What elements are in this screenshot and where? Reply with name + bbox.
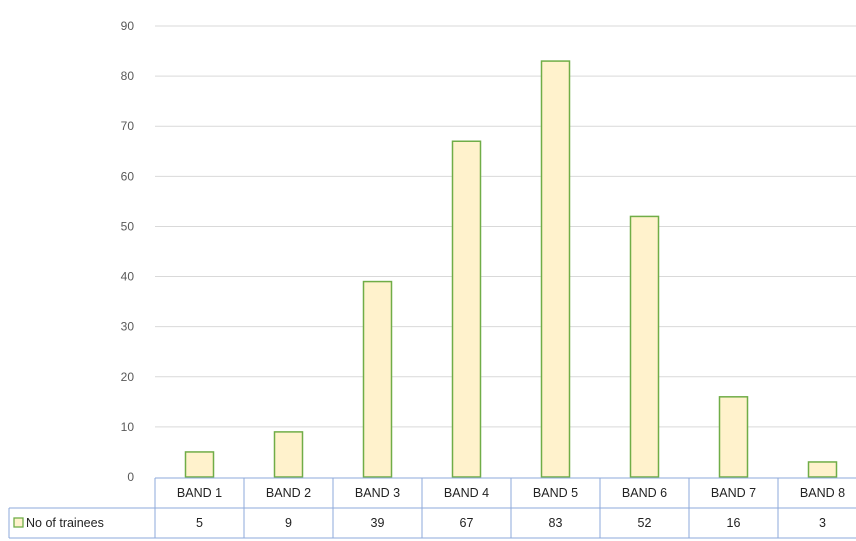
y-tick-label: 90 bbox=[121, 19, 135, 33]
data-value-label: 67 bbox=[460, 516, 474, 530]
data-value-label: 5 bbox=[196, 516, 203, 530]
y-tick-label: 10 bbox=[121, 420, 135, 434]
bar bbox=[273, 431, 304, 478]
y-tick-label: 60 bbox=[121, 169, 135, 183]
y-tick-label: 0 bbox=[127, 470, 134, 484]
bar bbox=[807, 461, 838, 478]
data-value-label: 9 bbox=[285, 516, 292, 530]
category-label: BAND 2 bbox=[266, 486, 311, 500]
bar bbox=[540, 60, 571, 478]
data-value-label: 16 bbox=[727, 516, 741, 530]
y-tick-label: 20 bbox=[121, 370, 135, 384]
data-value-label: 39 bbox=[371, 516, 385, 530]
legend-key-icon bbox=[13, 517, 24, 528]
bar bbox=[451, 140, 482, 478]
y-axis-tick-labels: 0 10 20 30 40 50 60 70 80 90 bbox=[121, 19, 135, 484]
category-label: BAND 5 bbox=[533, 486, 578, 500]
category-label: BAND 7 bbox=[711, 486, 756, 500]
y-tick-label: 70 bbox=[121, 119, 135, 133]
bar bbox=[362, 280, 393, 478]
data-value-label: 3 bbox=[819, 516, 826, 530]
category-label: BAND 4 bbox=[444, 486, 489, 500]
data-value-label: 83 bbox=[549, 516, 563, 530]
bar bbox=[629, 215, 660, 478]
category-label: BAND 6 bbox=[622, 486, 667, 500]
y-tick-label: 30 bbox=[121, 320, 135, 334]
category-label: BAND 3 bbox=[355, 486, 400, 500]
category-label: BAND 1 bbox=[177, 486, 222, 500]
gridlines bbox=[155, 25, 856, 428]
category-label: BAND 8 bbox=[800, 486, 845, 500]
legend-label: No of trainees bbox=[26, 516, 104, 530]
y-tick-label: 50 bbox=[121, 219, 135, 233]
bars bbox=[184, 60, 838, 478]
y-tick-label: 80 bbox=[121, 69, 135, 83]
data-table: BAND 1 5 BAND 2 9 BAND 3 39 BAND 4 67 BAND 5 83 BA… bbox=[8, 477, 856, 539]
y-tick-label: 40 bbox=[121, 270, 135, 284]
bar bbox=[718, 396, 749, 478]
data-value-label: 52 bbox=[638, 516, 652, 530]
bar bbox=[184, 451, 215, 478]
